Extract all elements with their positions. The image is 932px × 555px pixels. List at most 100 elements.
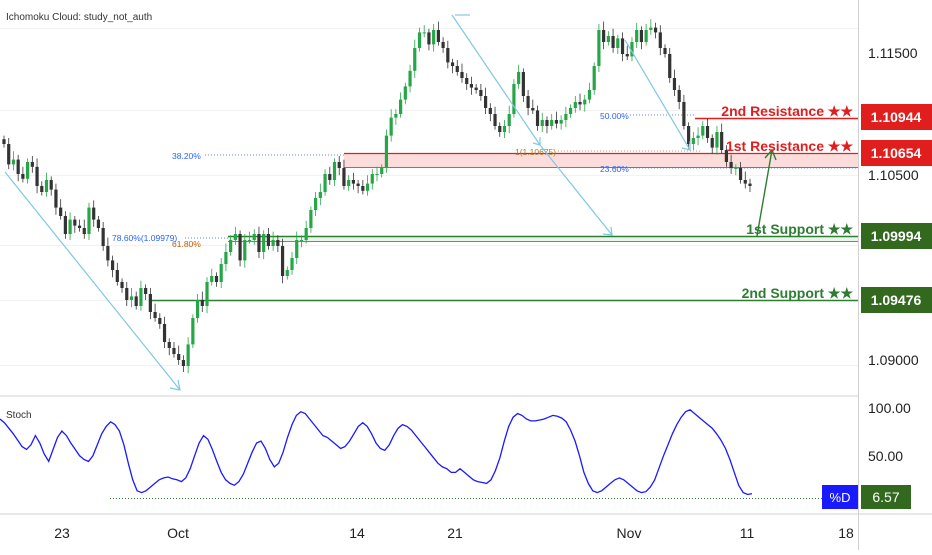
candle-body <box>734 168 738 169</box>
candle-body <box>635 30 639 42</box>
down-arrow-1-head <box>169 379 181 391</box>
candle-body <box>73 219 77 226</box>
candle-body <box>479 90 483 96</box>
candle-body <box>469 84 474 88</box>
stoch-value-badge <box>861 485 911 509</box>
candle-body <box>403 86 407 100</box>
candle-body <box>427 32 431 45</box>
candle-body <box>422 32 426 34</box>
candle-body <box>616 38 620 48</box>
candle-body <box>77 225 82 228</box>
candle-body <box>521 72 525 96</box>
candle-body <box>252 234 256 240</box>
candle-body <box>540 120 544 126</box>
fib-786-label: 78.60%(1.09979) <box>112 233 177 243</box>
candle-body <box>687 126 691 144</box>
candle-body <box>129 296 134 300</box>
time-tick-14: 14 <box>349 525 365 541</box>
candle-body <box>446 48 450 63</box>
candle-body <box>342 168 346 186</box>
time-tick-11: 11 <box>740 525 755 541</box>
candle-body <box>125 288 129 300</box>
candle-body <box>323 174 327 192</box>
candle-body <box>257 234 261 252</box>
candle-body <box>195 300 200 318</box>
candle-body <box>691 138 695 144</box>
resistance-1-badge <box>861 140 932 166</box>
down-arrow-2 <box>451 14 541 146</box>
time-tick-18: 18 <box>838 525 854 541</box>
support-zone <box>228 236 858 242</box>
candle-body <box>644 30 648 42</box>
candle-body <box>332 162 337 180</box>
candles <box>2 19 752 374</box>
candle-body <box>517 72 521 84</box>
candle-body <box>110 260 115 270</box>
candle-body <box>148 294 152 312</box>
candle-body <box>299 240 304 241</box>
candle-body <box>68 219 72 234</box>
candle-body <box>602 30 606 42</box>
candle-body <box>11 159 16 165</box>
candle-body <box>21 174 25 179</box>
candle-body <box>172 348 176 354</box>
resistance-1-price: 1.10654 <box>871 145 922 161</box>
stoch-value: 6.57 <box>872 489 899 505</box>
candle-body <box>748 183 752 186</box>
candle-body <box>630 42 634 57</box>
candle-body <box>474 87 478 90</box>
candle-body <box>365 183 370 191</box>
grid <box>0 28 858 366</box>
down-arrow-4 <box>624 39 691 151</box>
candle-body <box>512 84 516 114</box>
candle-body <box>677 90 681 102</box>
candle-body <box>167 342 171 348</box>
down-arrow-3-head <box>602 226 613 236</box>
candle-body <box>115 270 119 282</box>
candle-body <box>309 210 313 228</box>
candle-body <box>653 27 658 33</box>
candle-body <box>205 282 209 306</box>
candle-body <box>153 312 157 318</box>
time-tick-nov: Nov <box>617 525 642 541</box>
resistance-zone <box>344 153 858 168</box>
candle-body <box>460 72 464 78</box>
candle-body <box>668 54 672 78</box>
candle-body <box>158 318 162 324</box>
candle-body <box>545 120 549 126</box>
candle-body <box>682 102 686 126</box>
stoch-d-line <box>0 409 753 496</box>
candle-body <box>417 32 422 48</box>
candle-body <box>578 102 582 105</box>
candle-body <box>233 234 237 240</box>
candle-body <box>285 270 289 276</box>
candle-body <box>280 246 285 276</box>
fib-1-label: 1(1.10675) <box>515 147 556 157</box>
candle-body <box>186 344 190 366</box>
candle-body <box>483 96 488 108</box>
trend-arrows <box>4 14 691 391</box>
candle-body <box>290 258 294 270</box>
candle-body <box>82 228 86 234</box>
time-tick-21: 21 <box>447 525 463 541</box>
candle-body <box>120 282 124 288</box>
candle-body <box>639 30 644 42</box>
candle-body <box>328 174 332 180</box>
candle-body <box>715 132 719 148</box>
candle-body <box>554 120 559 124</box>
stoch-tick-100: 100.00 <box>868 400 911 416</box>
candle-body <box>389 117 393 136</box>
time-tick-oct: Oct <box>167 525 189 541</box>
resistance-2-label: 2nd Resistance ★★ <box>721 103 853 119</box>
candle-body <box>701 126 705 136</box>
candle-body <box>394 114 398 118</box>
candle-body <box>295 240 299 258</box>
candle-body <box>318 192 322 198</box>
candle-body <box>63 216 67 234</box>
candle-body <box>408 70 412 87</box>
candle-body <box>587 90 592 100</box>
candle-body <box>2 139 6 144</box>
